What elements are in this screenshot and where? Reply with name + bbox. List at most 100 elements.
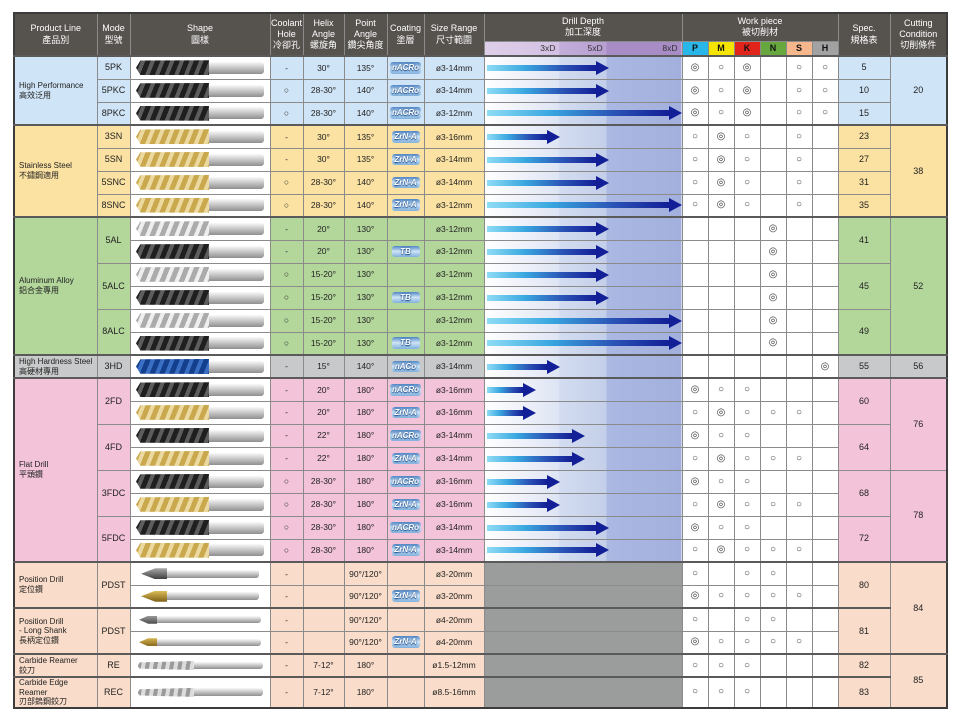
workpiece-header-s: S — [785, 40, 813, 57]
size-range-cell: ø3-16mm — [423, 400, 485, 425]
workpiece-cell-m: ○ — [707, 55, 735, 80]
coolant-hole-cell: - — [269, 446, 304, 471]
workpiece-cell-n — [759, 354, 787, 379]
workpiece-cell-h — [811, 147, 839, 172]
coolant-hole-cell: - — [269, 400, 304, 425]
product-line-zh: 高效泛用 — [19, 90, 51, 100]
depth-arrow — [486, 428, 585, 443]
product-line-zh: 高硬材專用 — [19, 366, 59, 376]
depth-arrow — [486, 313, 681, 328]
workpiece-cell-n: ◎ — [759, 331, 787, 356]
column-header-zh: 切削條件 — [900, 40, 937, 51]
drill-image — [136, 474, 264, 489]
drill-depth-cell — [483, 561, 683, 586]
workpiece-cell-s — [785, 354, 813, 379]
cutting-condition-cell: 52 — [889, 216, 948, 356]
helix-angle-cell — [302, 561, 345, 586]
point-angle-cell: 140° — [343, 78, 388, 103]
mode-cell: 5PK — [96, 55, 131, 80]
size-range-cell: ø3-14mm — [423, 147, 485, 172]
shape-cell — [129, 147, 271, 172]
column-header-coolant: Coolant Hole 冷卻孔 — [269, 12, 304, 57]
coating-cell: nACRo — [386, 377, 425, 402]
workpiece-cell-k: ○ — [733, 170, 761, 195]
drill-depth-cell — [483, 193, 683, 218]
drill-image — [136, 313, 264, 328]
helix-angle-cell: 7-12° — [302, 676, 345, 709]
drill-image — [136, 83, 264, 98]
column-header-zh: 加工深度 — [564, 27, 601, 38]
workpiece-cell-p: ○ — [681, 446, 709, 471]
size-range-cell: ø3-12mm — [423, 239, 485, 264]
point-angle-cell: 135° — [343, 55, 388, 80]
shape-cell — [129, 55, 271, 80]
workpiece-cell-h: ○ — [811, 78, 839, 103]
shape-cell — [129, 124, 271, 149]
mode-cell: 8ALC — [96, 308, 131, 356]
mode-cell: 5SN — [96, 147, 131, 172]
size-range-cell: ø3-14mm — [423, 423, 485, 448]
shape-cell — [129, 78, 271, 103]
size-range-cell: ø3-14mm — [423, 55, 485, 80]
workpiece-cell-s — [785, 239, 813, 264]
helix-angle-cell — [302, 630, 345, 655]
workpiece-cell-m: ◎ — [707, 193, 735, 218]
workpiece-cell-p: ◎ — [681, 377, 709, 402]
product-line-en: Position Drill - Long Shank — [19, 616, 67, 636]
coating-cell: ZrN-A — [386, 124, 425, 149]
depth-arrow — [486, 152, 609, 167]
point-angle-cell: 180° — [343, 538, 388, 563]
column-header-en: Product Line — [30, 23, 82, 34]
column-header-en: Point Angle — [353, 17, 378, 39]
workpiece-cell-p: ○ — [681, 561, 709, 586]
point-angle-cell: 90°/120° — [343, 630, 388, 655]
workpiece-cell-k: ○ — [733, 124, 761, 149]
column-header-zh: 型號 — [104, 34, 123, 45]
column-header-en: Helix Angle — [311, 17, 336, 39]
workpiece-cell-n: ◎ — [759, 262, 787, 287]
workpiece-header-h: H — [811, 40, 839, 57]
depth-arrow — [486, 474, 560, 489]
coating-cell — [386, 308, 425, 333]
product-line-cell: Carbide Edge Reamer 刃部鎢鋼鉸刀 — [13, 676, 98, 709]
workpiece-cell-h: ○ — [811, 55, 839, 80]
size-range-cell: ø4-20mm — [423, 630, 485, 655]
size-range-cell: ø3-16mm — [423, 124, 485, 149]
column-header-shape: Shape 圖樣 — [129, 12, 271, 57]
product-line-zh: 長柄定位鑽 — [19, 635, 59, 645]
workpiece-cell-m: ○ — [707, 377, 735, 402]
workpiece-cell-n: ○ — [759, 400, 787, 425]
workpiece-cell-s — [785, 469, 813, 494]
workpiece-cell-n: ○ — [759, 630, 787, 655]
workpiece-cell-p: ○ — [681, 124, 709, 149]
drill-image — [136, 542, 264, 558]
workpiece-cell-p: ○ — [681, 193, 709, 218]
coolant-hole-cell: - — [269, 124, 304, 149]
workpiece-cell-s — [785, 216, 813, 241]
mode-cell: REC — [96, 676, 131, 709]
product-line-zh: 鉸刀 — [19, 665, 35, 675]
shape-cell — [129, 170, 271, 195]
workpiece-cell-m: ○ — [707, 423, 735, 448]
point-angle-cell: 180° — [343, 653, 388, 678]
product-line-cell: Position Drill - Long Shank 長柄定位鑽 — [13, 607, 98, 655]
drill-depth-cell — [483, 147, 683, 172]
drill-depth-cell — [483, 538, 683, 563]
workpiece-cell-h — [811, 561, 839, 586]
point-angle-cell: 130° — [343, 308, 388, 333]
drill-image — [141, 568, 259, 580]
workpiece-cell-m: ◎ — [707, 492, 735, 517]
mode-cell: 8SNC — [96, 193, 131, 218]
product-line-en: Aluminum Alloy — [19, 276, 74, 286]
drill-depth-cell — [483, 239, 683, 264]
column-header-en: Work piece — [737, 16, 783, 26]
depth-scale-label: 3xD — [540, 42, 556, 53]
coating-badge: ZrN-A — [391, 406, 420, 419]
product-line-zh: 鋁合金專用 — [19, 286, 59, 295]
point-angle-cell: 130° — [343, 262, 388, 287]
spec-cell: 80 — [837, 561, 891, 609]
coating-cell: ZrN-A — [386, 400, 425, 425]
spec-cell: 15 — [837, 101, 891, 126]
workpiece-cell-p: ○ — [681, 170, 709, 195]
